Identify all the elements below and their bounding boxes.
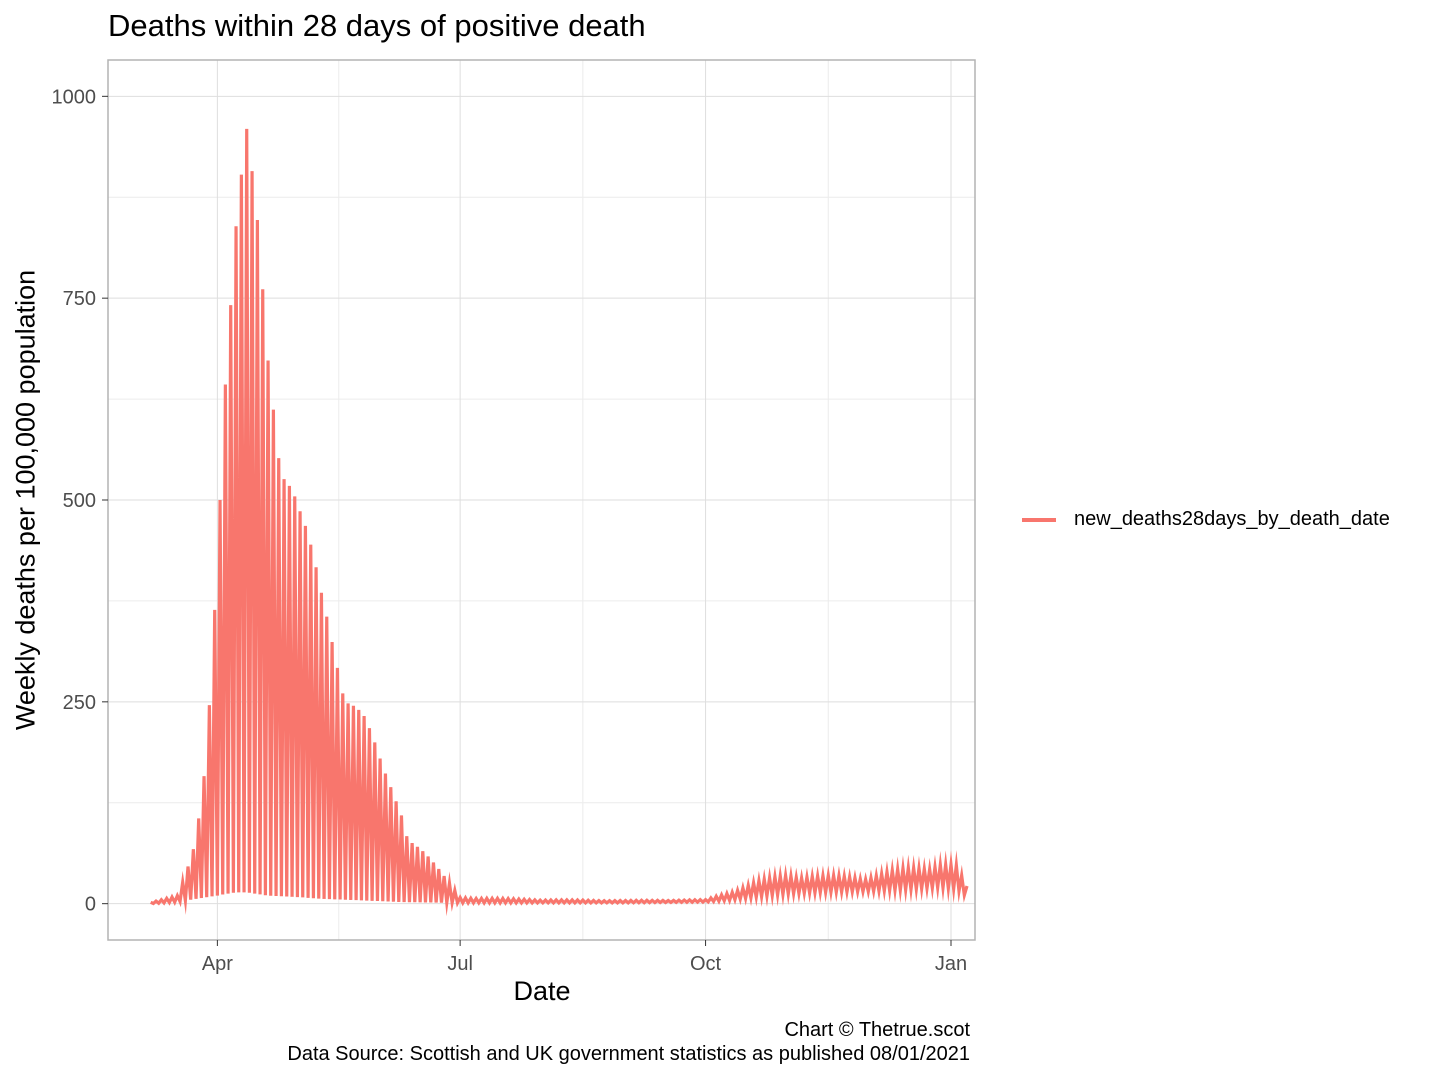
legend: new_deaths28days_by_death_date — [1022, 508, 1390, 531]
y-tick-label: 250 — [63, 692, 96, 714]
x-axis-label: Date — [513, 976, 571, 1006]
x-tick-label: Jan — [935, 953, 967, 975]
y-tick-label: 500 — [63, 490, 96, 512]
caption-credit: Chart © Thetrue.scot — [784, 1019, 970, 1041]
y-tick-label: 750 — [63, 288, 96, 310]
x-tick-label: Oct — [690, 953, 722, 975]
chart-title: Deaths within 28 days of positive death — [108, 8, 646, 43]
y-axis-label: Weekly deaths per 100,000 population — [10, 269, 41, 731]
series-layer — [150, 128, 969, 917]
y-tick-label: 1000 — [52, 86, 97, 108]
series-line — [150, 128, 969, 917]
y-tick-label: 0 — [85, 894, 96, 916]
y-axis-ticks: 0 250 500 750 1000 — [52, 86, 108, 916]
x-tick-label: Jul — [447, 953, 473, 975]
legend-label: new_deaths28days_by_death_date — [1074, 508, 1390, 530]
x-tick-label: Apr — [202, 953, 233, 975]
legend-key-swatch — [1022, 517, 1056, 522]
x-axis-ticks: Apr Jul Oct Jan — [202, 940, 967, 975]
caption-source: Data Source: Scottish and UK government … — [287, 1043, 970, 1065]
